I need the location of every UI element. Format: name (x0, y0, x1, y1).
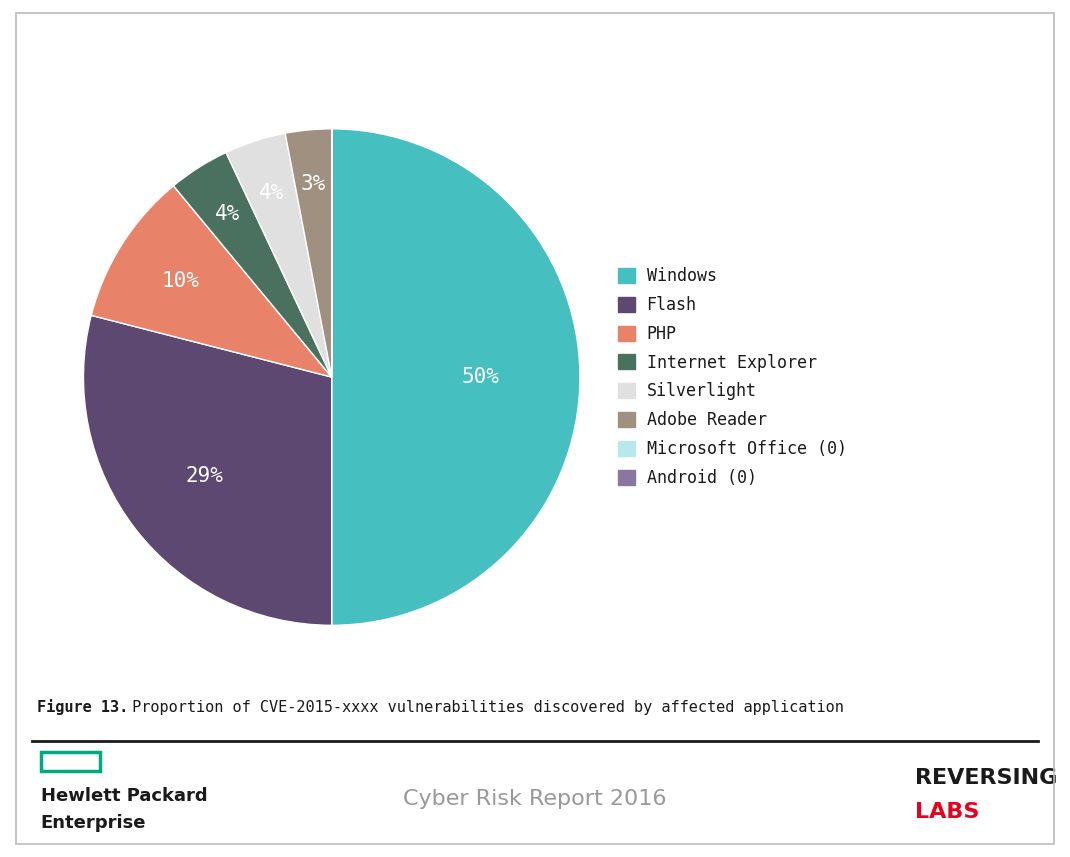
Wedge shape (91, 186, 332, 377)
Text: 50%: 50% (462, 367, 500, 387)
Wedge shape (226, 133, 332, 377)
Text: Proportion of CVE-2015-xxxx vulnerabilities discovered by affected application: Proportion of CVE-2015-xxxx vulnerabilit… (123, 699, 844, 715)
Wedge shape (173, 153, 332, 377)
Text: Cyber Risk Report 2016: Cyber Risk Report 2016 (403, 788, 667, 809)
Wedge shape (332, 129, 580, 626)
Text: 10%: 10% (162, 272, 200, 291)
Text: 3%: 3% (301, 174, 326, 195)
Text: 4%: 4% (215, 204, 241, 224)
Text: 4%: 4% (259, 183, 285, 203)
Legend: Windows, Flash, PHP, Internet Explorer, Silverlight, Adobe Reader, Microsoft Off: Windows, Flash, PHP, Internet Explorer, … (618, 267, 846, 487)
Text: 29%: 29% (185, 466, 224, 486)
Text: REVERSING: REVERSING (915, 768, 1057, 788)
Text: LABS: LABS (915, 802, 979, 823)
Text: Hewlett Packard: Hewlett Packard (41, 787, 208, 805)
Text: Enterprise: Enterprise (41, 814, 147, 832)
Text: Figure 13.: Figure 13. (37, 699, 128, 715)
Wedge shape (83, 315, 332, 626)
Wedge shape (286, 129, 332, 377)
